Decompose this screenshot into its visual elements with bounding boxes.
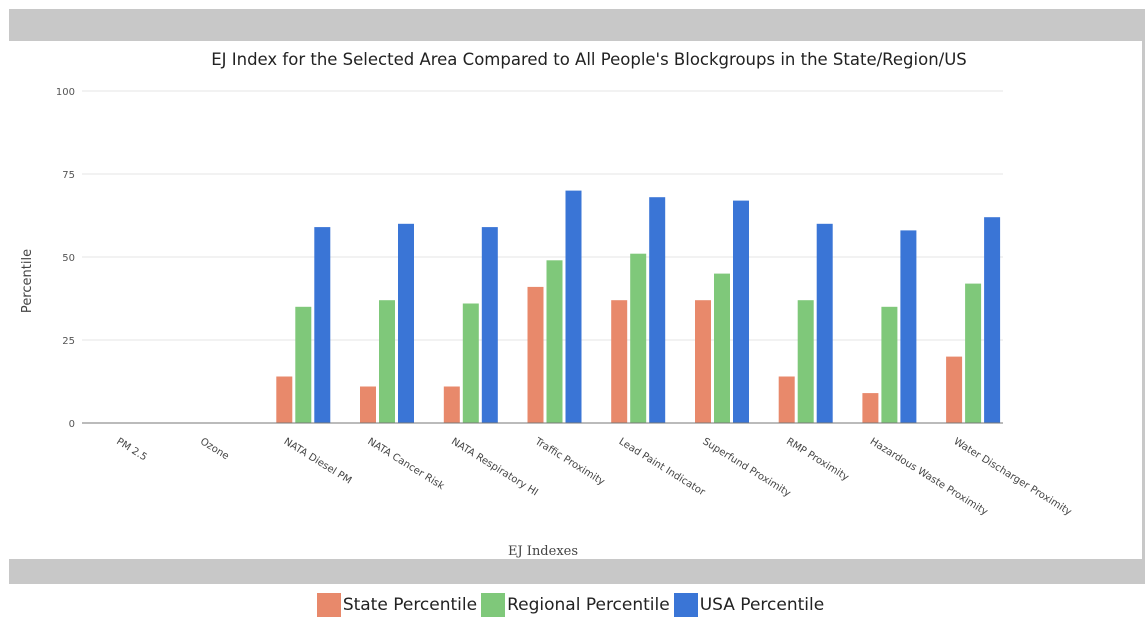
y-tick-label: 25 xyxy=(62,336,75,347)
bar-chart: EJ Index for the Selected Area Compared … xyxy=(20,50,1073,559)
legend-label: Regional Percentile xyxy=(507,595,670,615)
bar-state-percentile-hazardous-waste-proximity xyxy=(862,393,879,423)
bar-usa-percentile-superfund-proximity xyxy=(733,200,749,423)
bar-state-percentile-traffic-proximity xyxy=(527,286,544,423)
bar-state-percentile-nata-cancer-risk xyxy=(360,386,376,423)
bar-usa-percentile-traffic-proximity xyxy=(565,190,582,423)
bar-usa-percentile-hazardous-waste-proximity xyxy=(900,230,917,423)
y-tick-labels: 0 25 50 75 100 xyxy=(56,87,75,430)
x-axis-label: EJ Indexes xyxy=(508,544,578,559)
legend-swatch xyxy=(316,593,341,617)
bar-regional-percentile-nata-respiratory-hi xyxy=(462,303,479,423)
x-tick-labels: PM 2.5 Ozone NATA Diesel PM NATA Cancer Ris… xyxy=(114,436,1073,518)
plot-panel: EJ Index for the Selected Area Compared … xyxy=(9,41,1142,559)
x-tick-label: Ozone xyxy=(198,436,231,462)
x-tick-label: Superfund Proximity xyxy=(700,436,792,499)
bar-regional-percentile-hazardous-waste-proximity xyxy=(881,306,898,423)
legend-item: USA Percentile xyxy=(673,593,825,617)
legend-swatch xyxy=(673,593,698,617)
x-tick-label: Lead Paint Indicator xyxy=(617,436,708,498)
bar-usa-percentile-nata-cancer-risk xyxy=(398,223,414,423)
bar-state-percentile-nata-respiratory-hi xyxy=(443,386,460,423)
bar-state-percentile-lead-paint-indicator xyxy=(611,300,628,423)
y-tick-label: 50 xyxy=(62,253,75,264)
x-tick-label: Traffic Proximity xyxy=(532,436,606,488)
x-tick-label: NATA Cancer Risk xyxy=(365,436,446,492)
chart-title: EJ Index for the Selected Area Compared … xyxy=(211,50,967,69)
y-axis-label: Percentile xyxy=(20,249,35,313)
y-tick-label: 0 xyxy=(69,419,75,430)
bar-usa-percentile-water-discharger-proximity xyxy=(984,217,1001,423)
chart-frame: EJ Index for the Selected Area Compared … xyxy=(9,9,1145,584)
bar-regional-percentile-traffic-proximity xyxy=(546,260,563,423)
bar-state-percentile-nata-diesel-pm xyxy=(276,376,293,423)
bar-regional-percentile-water-discharger-proximity xyxy=(965,283,982,423)
bar-regional-percentile-lead-paint-indicator xyxy=(630,253,647,423)
bar-regional-percentile-nata-diesel-pm xyxy=(295,306,312,423)
legend-item: State Percentile xyxy=(316,593,478,617)
bar-usa-percentile-rmp-proximity xyxy=(816,223,833,423)
chart-legend: State Percentile Regional Percentile USA P… xyxy=(0,592,1145,618)
legend-label: State Percentile xyxy=(342,595,478,615)
bar-regional-percentile-nata-cancer-risk xyxy=(379,300,395,423)
x-tick-label: NATA Diesel PM xyxy=(282,436,354,486)
y-tick-label: 100 xyxy=(56,87,75,98)
legend-label: USA Percentile xyxy=(699,595,825,615)
x-tick-label: RMP Proximity xyxy=(784,436,850,483)
legend-item: Regional Percentile xyxy=(481,593,670,617)
bar-usa-percentile-nata-diesel-pm xyxy=(314,227,331,423)
bar-usa-percentile-nata-respiratory-hi xyxy=(481,227,498,423)
legend-swatch xyxy=(481,593,506,617)
bar-regional-percentile-rmp-proximity xyxy=(797,300,814,423)
bar-state-percentile-rmp-proximity xyxy=(778,376,795,423)
bar-usa-percentile-lead-paint-indicator xyxy=(649,197,666,423)
y-tick-label: 75 xyxy=(62,170,75,181)
bars xyxy=(276,190,1001,423)
bar-regional-percentile-superfund-proximity xyxy=(714,273,730,423)
x-tick-label: PM 2.5 xyxy=(114,436,148,463)
bar-state-percentile-superfund-proximity xyxy=(695,300,711,423)
x-tick-label: NATA Respiratory HI xyxy=(449,436,540,498)
bar-state-percentile-water-discharger-proximity xyxy=(946,356,963,423)
